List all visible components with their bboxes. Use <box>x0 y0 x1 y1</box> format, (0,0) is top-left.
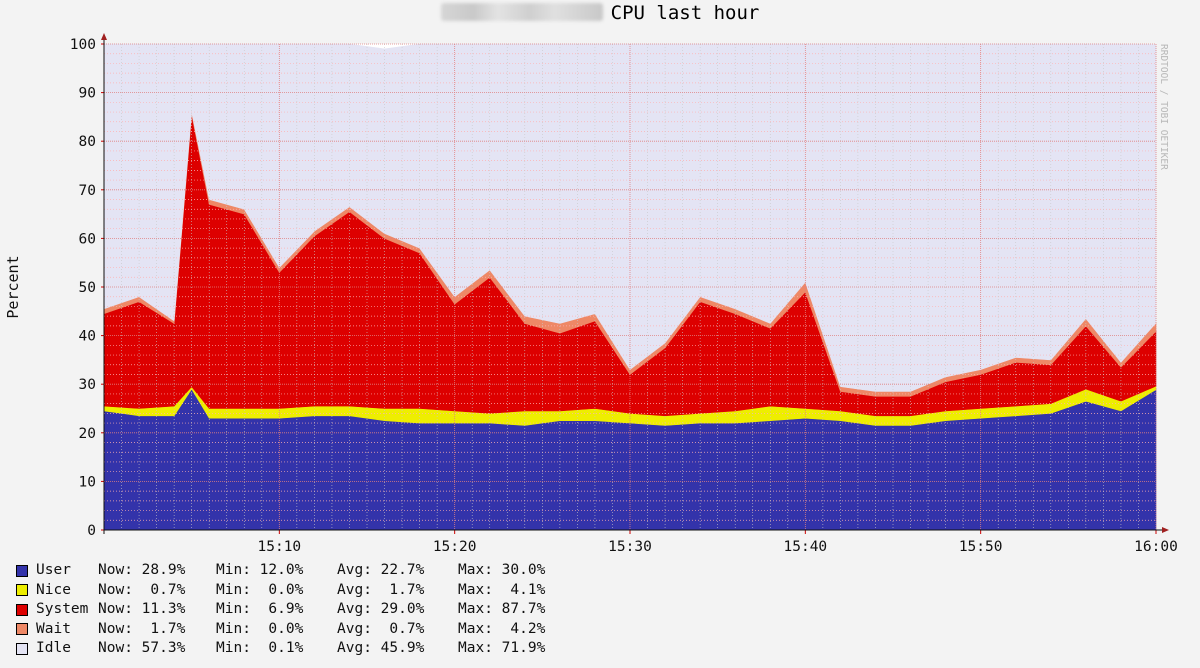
redacted-hostname <box>440 3 603 21</box>
x-tick-label: 15:30 <box>608 539 652 555</box>
y-tick-label: 10 <box>79 474 96 490</box>
legend-max: Max: 4.2% <box>458 620 546 637</box>
legend-min: Min: 6.9% <box>216 601 304 617</box>
legend-now: Now: 1.7% <box>98 620 186 637</box>
chart-title: CPU last hour <box>0 0 1200 26</box>
legend-name: Idle <box>36 640 71 656</box>
legend-name: User <box>36 562 71 578</box>
legend-avg: Avg: 29.0% <box>337 601 425 617</box>
y-tick-label: 30 <box>79 377 96 393</box>
legend-now: Now: 57.3% <box>98 640 186 656</box>
y-tick-label: 20 <box>79 426 96 442</box>
legend-name: Wait <box>36 620 71 637</box>
legend-avg: Avg: 22.7% <box>337 562 425 578</box>
legend-min: Min: 12.0% <box>216 562 304 578</box>
legend: User Now: 28.9% Min: 12.0% Avg: 22.7% Ma… <box>16 561 545 659</box>
legend-row-system: System Now: 11.3% Min: 6.9% Avg: 29.0% M… <box>16 600 545 620</box>
chart-title-text: CPU last hour <box>610 2 760 24</box>
legend-max: Max: 30.0% <box>458 562 546 578</box>
x-axis-arrow <box>1162 527 1169 533</box>
y-tick-label: 70 <box>79 183 96 199</box>
legend-now: Now: 11.3% <box>98 601 186 617</box>
legend-avg: Avg: 1.7% <box>337 581 425 598</box>
legend-avg: Avg: 0.7% <box>337 620 425 637</box>
x-tick-label: 15:20 <box>433 539 477 555</box>
x-tick-label: 15:40 <box>784 539 828 555</box>
legend-swatch-idle <box>16 642 28 655</box>
y-tick-label: 50 <box>79 280 96 296</box>
legend-row-nice: Nice Now: 0.7% Min: 0.0% Avg: 1.7% Max: … <box>16 581 545 601</box>
legend-now: Now: 0.7% <box>98 581 186 598</box>
y-axis-label: Percent <box>4 255 22 318</box>
cpu-chart: 0 10 20 30 40 50 60 70 80 90 100 15:10 15:20 15:30 15:… <box>4 33 1178 555</box>
legend-row-idle: Idle Now: 57.3% Min: 0.1% Avg: 45.9% Max… <box>16 639 545 659</box>
y-tick-label: 60 <box>79 231 96 247</box>
x-tick-label: 15:50 <box>959 539 1003 555</box>
rrdtool-watermark: RRDTOOL / TOBI OETIKER <box>1158 44 1169 170</box>
y-tick-label: 100 <box>70 37 96 53</box>
legend-min: Min: 0.1% <box>216 640 304 656</box>
legend-max: Max: 87.7% <box>458 601 546 617</box>
legend-name: Nice <box>36 581 71 598</box>
legend-max: Max: 4.1% <box>458 581 546 598</box>
y-tick-label: 90 <box>79 86 96 102</box>
y-tick-label: 40 <box>79 329 96 345</box>
legend-min: Min: 0.0% <box>216 620 304 637</box>
legend-max: Max: 71.9% <box>458 640 546 656</box>
legend-row-wait: Wait Now: 1.7% Min: 0.0% Avg: 0.7% Max: … <box>16 620 545 640</box>
y-axis-arrow <box>101 33 107 40</box>
legend-now: Now: 28.9% <box>98 562 186 578</box>
legend-row-user: User Now: 28.9% Min: 12.0% Avg: 22.7% Ma… <box>16 561 545 581</box>
legend-swatch-user <box>16 564 28 577</box>
legend-swatch-system <box>16 603 28 616</box>
legend-swatch-nice <box>16 584 28 597</box>
legend-swatch-wait <box>16 623 28 636</box>
y-tick-label: 80 <box>79 134 96 150</box>
x-tick-label: 16:00 <box>1134 539 1178 555</box>
y-tick-label: 0 <box>87 523 96 539</box>
legend-min: Min: 0.0% <box>216 581 304 598</box>
legend-avg: Avg: 45.9% <box>337 640 425 656</box>
legend-name: System <box>36 601 89 617</box>
x-tick-label: 15:10 <box>258 539 302 555</box>
